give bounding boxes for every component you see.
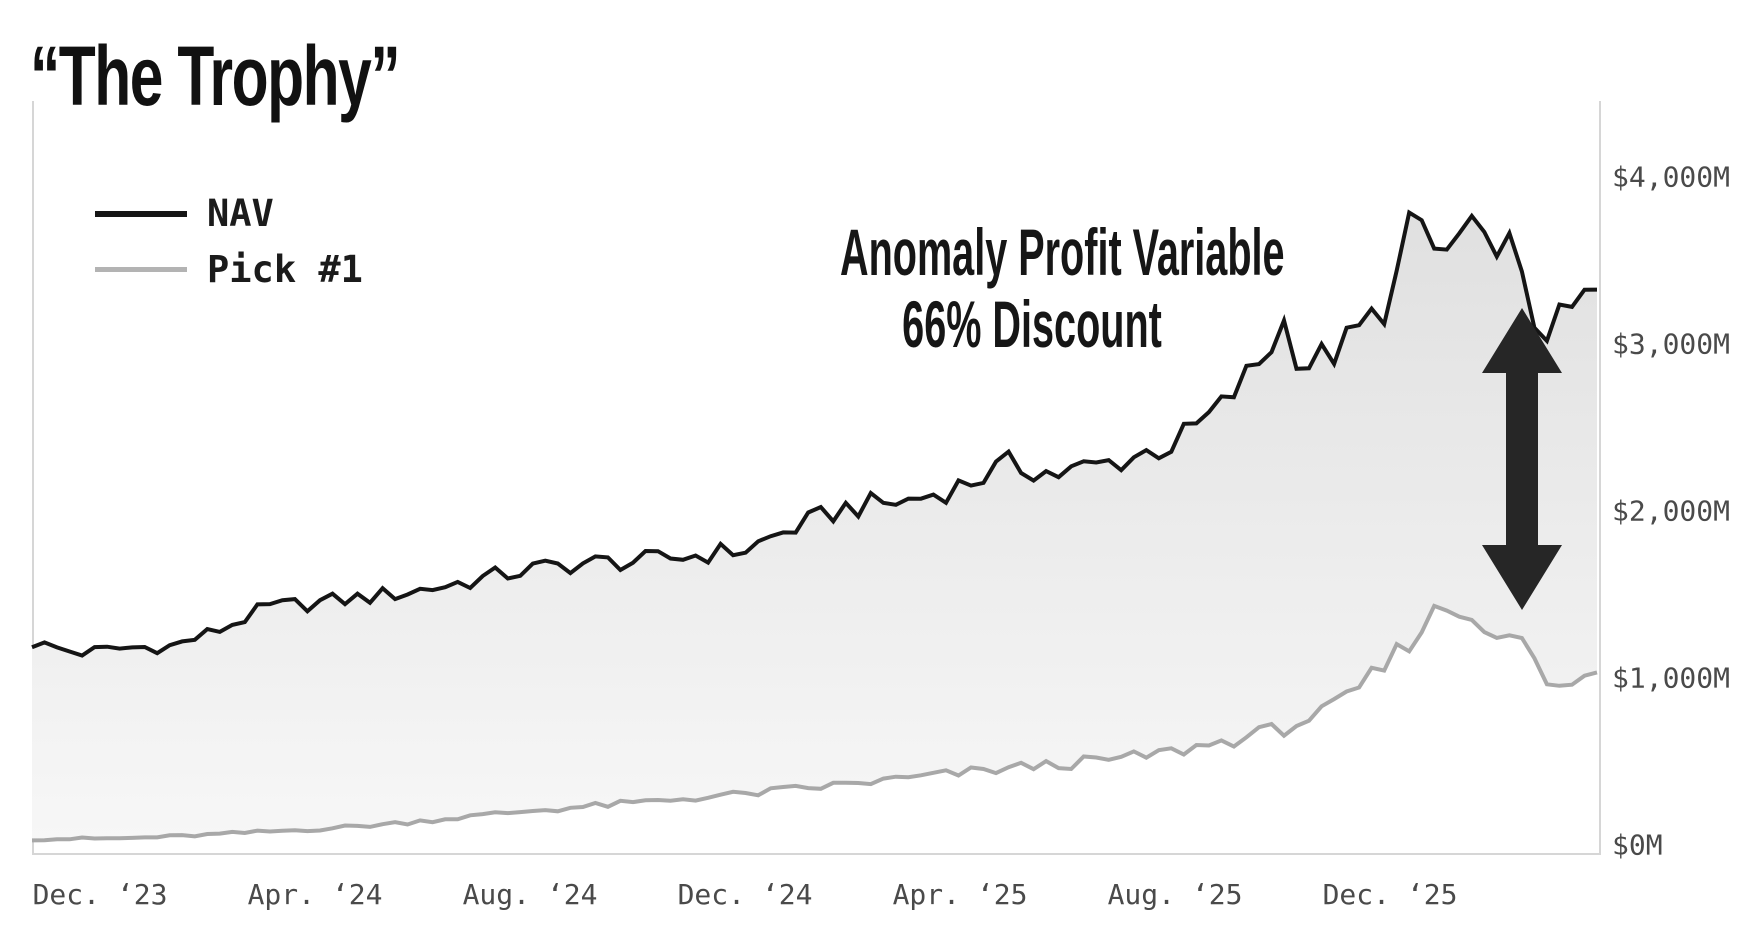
legend-item-nav: NAV xyxy=(95,192,274,235)
annotation-line-2: 66% Discount xyxy=(902,287,1162,361)
legend-label-pick1: Pick #1 xyxy=(207,248,363,291)
x-tick-label: Dec. ‘24 xyxy=(677,878,813,911)
y-tick-label: $0M xyxy=(1612,828,1663,862)
pick1-line-swatch xyxy=(95,267,187,272)
nav-line-series xyxy=(31,209,1598,658)
legend-label-nav: NAV xyxy=(207,192,274,235)
chart-title: “The Trophy” xyxy=(30,29,401,123)
legend-item-pick1: Pick #1 xyxy=(95,248,363,291)
x-tick-label: Apr. ‘25 xyxy=(892,878,1028,911)
y-tick-label: $2,000M xyxy=(1612,494,1731,528)
double-arrow-icon xyxy=(1482,308,1562,610)
nav-line-swatch xyxy=(95,210,187,217)
y-tick-label: $1,000M xyxy=(1612,661,1731,695)
plot-area xyxy=(32,101,1601,855)
annotation-line-1: Anomaly Profit Variable xyxy=(840,215,1285,289)
band-fill-area xyxy=(32,212,1597,841)
y-tick-label: $3,000M xyxy=(1612,327,1731,361)
x-tick-label: Aug. ‘24 xyxy=(462,878,598,911)
x-tick-label: Dec. ‘25 xyxy=(1322,878,1458,911)
annotation-text: Anomaly Profit Variable 66% Discount xyxy=(712,216,1352,360)
x-tick-label: Dec. ‘23 xyxy=(32,878,168,911)
pick1-line-series xyxy=(31,603,1598,843)
y-tick-label: $4,000M xyxy=(1612,160,1731,194)
x-tick-label: Apr. ‘24 xyxy=(247,878,383,911)
x-tick-label: Aug. ‘25 xyxy=(1107,878,1243,911)
